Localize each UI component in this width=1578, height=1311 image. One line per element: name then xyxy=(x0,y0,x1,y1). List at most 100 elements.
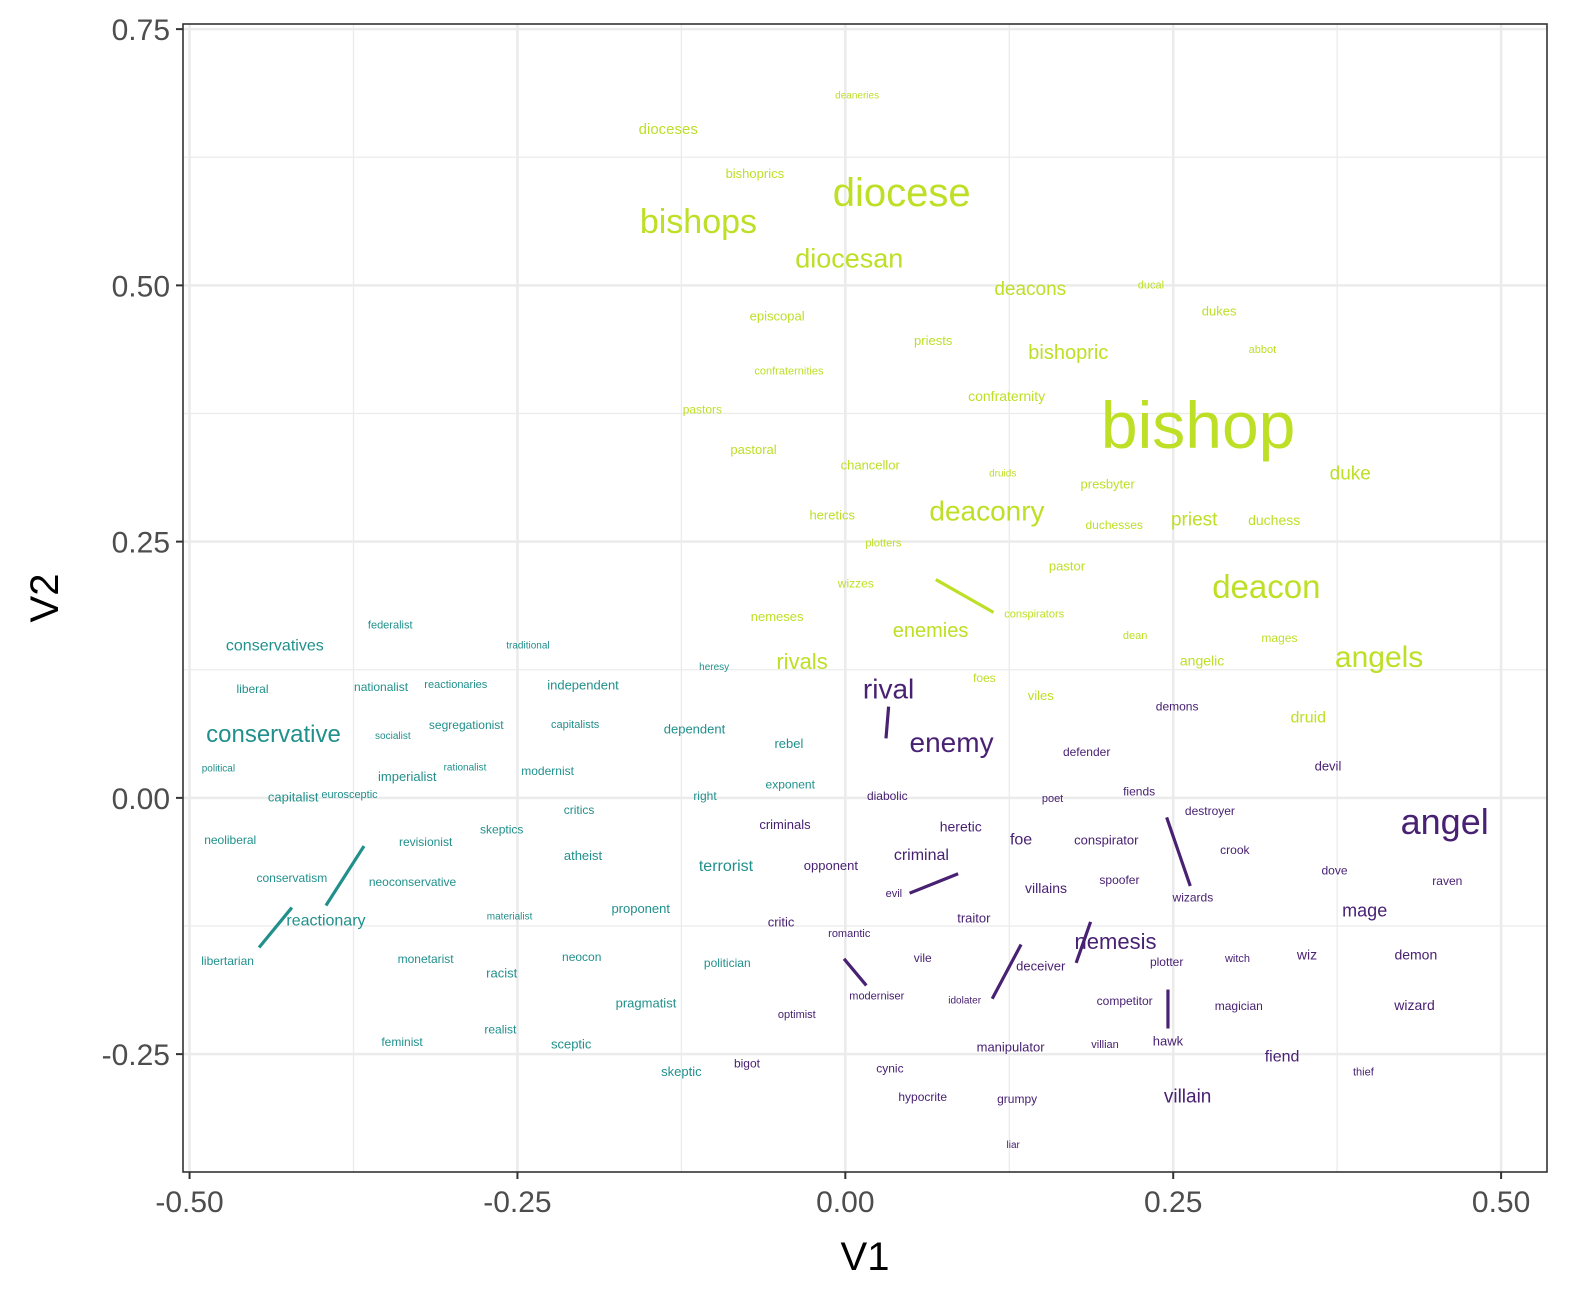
word-label-manipulator: manipulator xyxy=(977,1039,1046,1054)
word-label-demons: demons xyxy=(1156,700,1199,714)
minor-gridlines xyxy=(183,24,1547,1172)
word-label-diabolic: diabolic xyxy=(867,789,908,803)
x-tick-label: 0.00 xyxy=(816,1186,874,1219)
word-label-neoliberal: neoliberal xyxy=(204,833,256,847)
word-label-devil: devil xyxy=(1315,759,1342,774)
word-label-druid: druid xyxy=(1291,709,1327,726)
word-label-ducal: ducal xyxy=(1138,279,1164,291)
word-label-dukes: dukes xyxy=(1202,304,1237,319)
word-label-diocesan: diocesan xyxy=(795,244,903,274)
connector-segment xyxy=(324,845,366,907)
word-label-terrorist: terrorist xyxy=(699,858,754,875)
word-label-plotters: plotters xyxy=(865,538,902,550)
word-label-criminals: criminals xyxy=(759,817,811,832)
y-tick-label: 0.50 xyxy=(112,270,170,303)
word-label-socialist: socialist xyxy=(375,731,411,742)
word-label-racist: racist xyxy=(486,966,517,981)
word-label-wiz: wiz xyxy=(1296,947,1317,963)
word-label-destroyer: destroyer xyxy=(1185,804,1235,818)
word-label-conservatives: conservatives xyxy=(226,638,324,655)
word-label-revisionist: revisionist xyxy=(399,835,453,849)
word-label-conspirators: conspirators xyxy=(1004,608,1064,620)
word-label-rival: rival xyxy=(863,674,914,705)
word-label-duchess: duchess xyxy=(1248,512,1300,528)
word-label-poet: poet xyxy=(1042,793,1063,805)
word-label-wizards: wizards xyxy=(1172,890,1214,904)
word-label-dean: dean xyxy=(1123,630,1147,642)
word-label-magician: magician xyxy=(1215,999,1263,1013)
word-label-enemy: enemy xyxy=(910,727,994,758)
word-label-raven: raven xyxy=(1432,874,1462,888)
y-axis-ticks: -0.25 0.00 0.25 0.50 0.75 xyxy=(102,14,183,1072)
word-label-dioceses: dioceses xyxy=(639,121,698,138)
word-labels: deaneries dioceses bishoprics diocese bishop… xyxy=(201,90,1489,1151)
word-label-thief: thief xyxy=(1353,1067,1375,1079)
word-label-wizard: wizard xyxy=(1393,997,1434,1013)
word-label-traditional: traditional xyxy=(506,641,549,652)
word-label-druids: druids xyxy=(989,468,1016,479)
word-label-hawk: hawk xyxy=(1153,1033,1184,1048)
word-label-heretics: heretics xyxy=(809,507,855,522)
word-label-nemesis: nemesis xyxy=(1075,929,1157,954)
word-label-villain: villain xyxy=(1164,1087,1212,1108)
label-connector-segments xyxy=(257,578,1192,1029)
x-axis-ticks: -0.50 -0.25 0.00 0.25 0.50 xyxy=(155,1172,1530,1219)
word-label-sceptic: sceptic xyxy=(551,1036,592,1051)
word-label-neocon: neocon xyxy=(562,950,601,964)
word-label-reactionaries: reactionaries xyxy=(424,679,487,691)
word-label-abbot: abbot xyxy=(1249,344,1277,356)
word-label-idolater: idolater xyxy=(948,995,981,1006)
word-label-angelic: angelic xyxy=(1180,653,1224,669)
word-label-skeptic: skeptic xyxy=(661,1064,702,1079)
x-tick-label: 0.25 xyxy=(1144,1186,1202,1219)
plot-panel xyxy=(183,24,1547,1172)
word-label-angel: angel xyxy=(1401,801,1489,842)
x-tick-label: -0.25 xyxy=(483,1186,551,1219)
word-label-villains: villains xyxy=(1025,880,1067,896)
word-label-episcopal: episcopal xyxy=(750,309,805,324)
word-label-opponent: opponent xyxy=(804,858,859,873)
word-label-libertarian: libertarian xyxy=(201,954,254,968)
word-label-bishopric: bishopric xyxy=(1028,342,1108,364)
plot-border xyxy=(182,23,1548,1173)
word-label-modernist: modernist xyxy=(521,764,574,778)
word-label-defender: defender xyxy=(1063,745,1110,759)
word-label-villian: villian xyxy=(1091,1039,1119,1051)
word-label-liar: liar xyxy=(1007,1140,1021,1151)
word-label-rivals: rivals xyxy=(776,649,827,674)
word-label-bishop: bishop xyxy=(1101,388,1296,462)
connector-segment xyxy=(908,872,959,895)
word-label-wizzes: wizzes xyxy=(837,577,874,591)
word-label-deacons: deacons xyxy=(994,279,1066,300)
word-label-critics: critics xyxy=(564,803,595,817)
word-label-witch: witch xyxy=(1224,953,1250,965)
connector-segment xyxy=(842,957,868,987)
word-label-enemies: enemies xyxy=(893,620,969,642)
word-label-capitalist: capitalist xyxy=(268,789,319,804)
word-label-competitor: competitor xyxy=(1097,994,1153,1008)
word-label-duke: duke xyxy=(1330,463,1371,484)
word-label-deacon: deacon xyxy=(1212,568,1320,605)
connector-segment xyxy=(1165,816,1192,887)
word-label-confraternities: confraternities xyxy=(754,365,824,377)
word-label-atheist: atheist xyxy=(564,848,603,863)
connector-segment xyxy=(257,906,294,949)
word-label-rationalist: rationalist xyxy=(444,763,487,774)
word-label-pastoral: pastoral xyxy=(730,442,776,457)
major-gridlines xyxy=(183,24,1547,1172)
word-label-materialist: materialist xyxy=(487,911,533,922)
connector-segment xyxy=(1074,921,1093,964)
y-tick-label: 0.75 xyxy=(112,14,170,47)
word-label-imperialist: imperialist xyxy=(378,769,437,784)
y-tick-label: 0.00 xyxy=(112,783,170,816)
word-label-bishoprics: bishoprics xyxy=(726,166,785,181)
word-label-political: political xyxy=(202,764,235,775)
word-label-eurosceptic: eurosceptic xyxy=(321,789,378,801)
word-label-spoofer: spoofer xyxy=(1099,873,1139,887)
word-label-criminal: criminal xyxy=(894,847,949,864)
word-label-confraternity: confraternity xyxy=(968,388,1045,404)
word-label-romantic: romantic xyxy=(828,928,871,940)
word-label-optimist: optimist xyxy=(778,1009,816,1021)
word-label-deaconry: deaconry xyxy=(929,495,1044,526)
